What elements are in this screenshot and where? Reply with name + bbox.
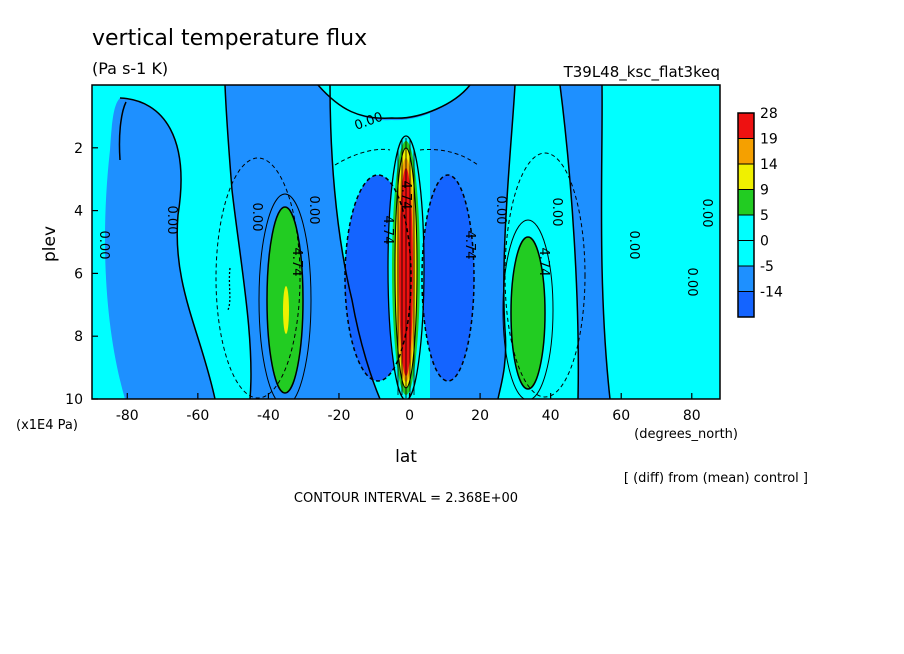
contour-label: 0.00 — [549, 198, 564, 227]
contour-dash-2 — [504, 152, 586, 398]
colorbar-label: 5 — [760, 208, 769, 224]
contour-label: 4.74 — [462, 231, 477, 260]
contour-label: 4.74 — [536, 248, 551, 277]
x-tick-label: 80 — [683, 408, 701, 424]
y-axis-label: plev — [40, 226, 60, 262]
colorbar: 28 19 14 9 5 0 -5 -14 — [737, 106, 783, 318]
x-axis-units: (degrees_north) — [634, 427, 738, 442]
colorbar-frame — [737, 112, 755, 318]
contour-south-outer — [258, 193, 312, 399]
zero-contour-top — [317, 85, 471, 119]
colorbar-label: -14 — [760, 285, 783, 301]
zero-contour-6 — [600, 85, 611, 399]
contour-dash-5 — [227, 267, 231, 311]
contour-label: 0.00 — [164, 206, 179, 235]
peak-region-south — [283, 286, 289, 334]
equatorial-contour-inner — [394, 147, 418, 389]
contour-label: 0.00 — [249, 203, 264, 232]
contour-label: 0.00 — [626, 231, 641, 260]
negative-region-north-polar — [560, 85, 610, 399]
colorbar-label: 14 — [760, 157, 778, 173]
strong-negative-north — [422, 175, 474, 381]
x-tick-label: -40 — [257, 408, 280, 424]
x-axis: -80 -60 -40 -20 0 20 40 60 80 — [116, 393, 701, 424]
x-tick-label: 40 — [542, 408, 560, 424]
y-axis: 2 4 6 8 10 — [65, 141, 98, 408]
colorbar-swatch — [737, 163, 755, 190]
contour-label: 0.00 — [306, 196, 321, 225]
contour-label: 4.74 — [380, 216, 395, 245]
contour-interval: CONTOUR INTERVAL = 2.368E+00 — [294, 491, 518, 506]
y-tick-label: 2 — [74, 141, 83, 157]
zero-contour-5 — [559, 85, 580, 399]
y-tick-label: 4 — [74, 204, 83, 220]
contour-north-outer — [502, 219, 554, 399]
zero-contour-2 — [224, 85, 252, 399]
colorbar-swatch — [737, 265, 755, 292]
colorbar-swatch — [737, 291, 755, 318]
x-tick-label: 60 — [612, 408, 630, 424]
contour-4-74-north — [510, 236, 546, 390]
y-tick-label: 10 — [65, 392, 83, 408]
colorbar-label: -5 — [760, 259, 774, 275]
negative-region-south-mid — [225, 85, 380, 399]
zero-contour-3 — [329, 85, 381, 399]
colorbar-swatch — [737, 214, 755, 241]
equatorial-zero-contour — [387, 135, 425, 399]
contour-neg-north — [421, 174, 475, 382]
positive-region-north — [511, 237, 545, 389]
contour-dash-3 — [334, 148, 391, 166]
colorbar-label: 0 — [760, 234, 769, 250]
y-tick-label: 6 — [74, 266, 83, 282]
y-tick-label: 8 — [74, 329, 83, 345]
contour-dash-4 — [419, 149, 479, 166]
x-tick-label: 20 — [471, 408, 489, 424]
colorbar-label: 9 — [760, 183, 769, 199]
contour-neg-south — [344, 174, 412, 382]
plot-area — [92, 85, 720, 399]
cyan-cap-top — [318, 85, 470, 119]
x-tick-label: -20 — [328, 408, 351, 424]
colorbar-label: 19 — [760, 132, 778, 148]
colorbar-swatch — [737, 240, 755, 267]
x-axis-label: lat — [395, 447, 417, 467]
chart-title: vertical temperature flux — [92, 26, 367, 51]
chart-units: (Pa s-1 K) — [92, 59, 168, 78]
contour-label: 4.74 — [289, 248, 304, 277]
colorbar-swatch — [737, 189, 755, 216]
contour-label: 0.00 — [96, 231, 111, 260]
contour-lines — [118, 85, 611, 399]
equatorial-contour-lines — [397, 138, 415, 398]
colorbar-swatch — [737, 138, 755, 165]
contour-dash-1 — [215, 157, 301, 399]
contour-label: 0.00 — [493, 196, 508, 225]
y-axis-units: (x1E4 Pa) — [16, 418, 78, 433]
run-label: T39L48_ksc_flat3keq — [563, 63, 720, 82]
negative-region-south-polar — [105, 98, 215, 399]
colorbar-swatch — [737, 112, 755, 139]
zero-contour-1 — [119, 97, 216, 399]
x-tick-label: -80 — [116, 408, 139, 424]
colorbar-label: 28 — [760, 106, 778, 122]
contour-labels: 0.000.000.00 0.00 0.00 0.00 0.000.000.000.00… — [96, 110, 714, 297]
plot-frame — [91, 84, 721, 400]
contour-label: 4.74 — [398, 181, 413, 210]
contour-label: 0.00 — [684, 268, 699, 297]
x-tick-label: 0 — [405, 408, 414, 424]
contour-label: 0.00 — [699, 199, 714, 228]
diff-note: [ (diff) from (mean) control ] — [624, 471, 808, 486]
zero-contour-7 — [118, 101, 127, 161]
x-tick-label: -60 — [186, 408, 209, 424]
contour-4-74-south — [266, 206, 304, 394]
